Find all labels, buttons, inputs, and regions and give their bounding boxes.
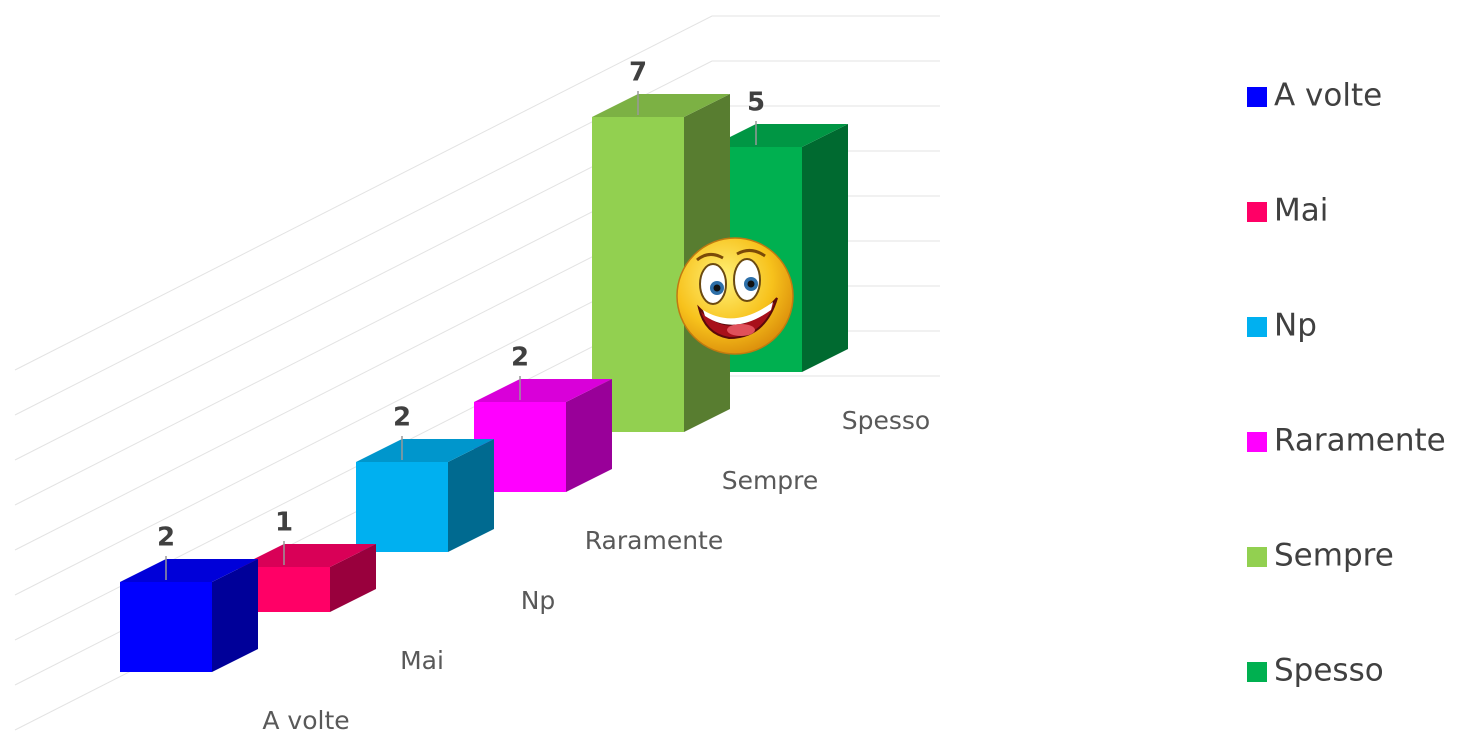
data-label: 2 (157, 523, 175, 553)
smiley-decoration (676, 237, 794, 355)
data-label: 7 (629, 58, 647, 88)
legend-swatch (1247, 432, 1267, 452)
bar-side (330, 544, 376, 612)
legend-label: Mai (1274, 193, 1328, 229)
legend-label: Np (1274, 308, 1317, 344)
bars: 5 7 2 2 1 2 A volte Mai Np Raramente Sempre Spesso (120, 58, 930, 735)
bar-top (238, 544, 376, 567)
legend-swatch (1247, 662, 1267, 682)
legend-swatch (1247, 87, 1267, 107)
bar-side (802, 124, 848, 372)
bar-top (120, 559, 258, 582)
legend-label: Spesso (1274, 653, 1384, 689)
x-tick-label: A volte (262, 706, 349, 735)
data-label: 2 (511, 343, 529, 373)
bar-side (212, 559, 258, 672)
x-tick-label: Np (521, 586, 556, 615)
legend: A volte Mai Np Raramente Sempre Spesso (1247, 78, 1446, 689)
bar-side (566, 379, 612, 492)
legend-label: Sempre (1274, 538, 1394, 574)
legend-label: Raramente (1274, 423, 1446, 459)
legend-swatch (1247, 202, 1267, 222)
bar-group: 2 (120, 523, 258, 672)
bar-top (356, 439, 494, 462)
bar-top (474, 379, 612, 402)
legend-swatch (1247, 317, 1267, 337)
x-tick-label: Sempre (722, 466, 819, 495)
bar (356, 462, 448, 552)
bar (120, 582, 212, 672)
x-tick-label: Spesso (842, 406, 930, 435)
legend-label: A volte (1274, 78, 1382, 114)
bar-group: 2 (356, 403, 494, 552)
data-label: 1 (275, 508, 293, 538)
bar-top (710, 124, 848, 147)
bar-side (448, 439, 494, 552)
bar-top (592, 94, 730, 117)
legend-swatch (1247, 547, 1267, 567)
grid-line (14, 15, 940, 371)
grid-line (14, 60, 940, 416)
data-label: 5 (747, 88, 765, 118)
x-tick-label: Mai (400, 646, 444, 675)
bar-group: 2 (474, 343, 612, 492)
data-label: 2 (393, 403, 411, 433)
x-tick-label: Raramente (585, 526, 724, 555)
bar-group: 1 (238, 508, 376, 612)
